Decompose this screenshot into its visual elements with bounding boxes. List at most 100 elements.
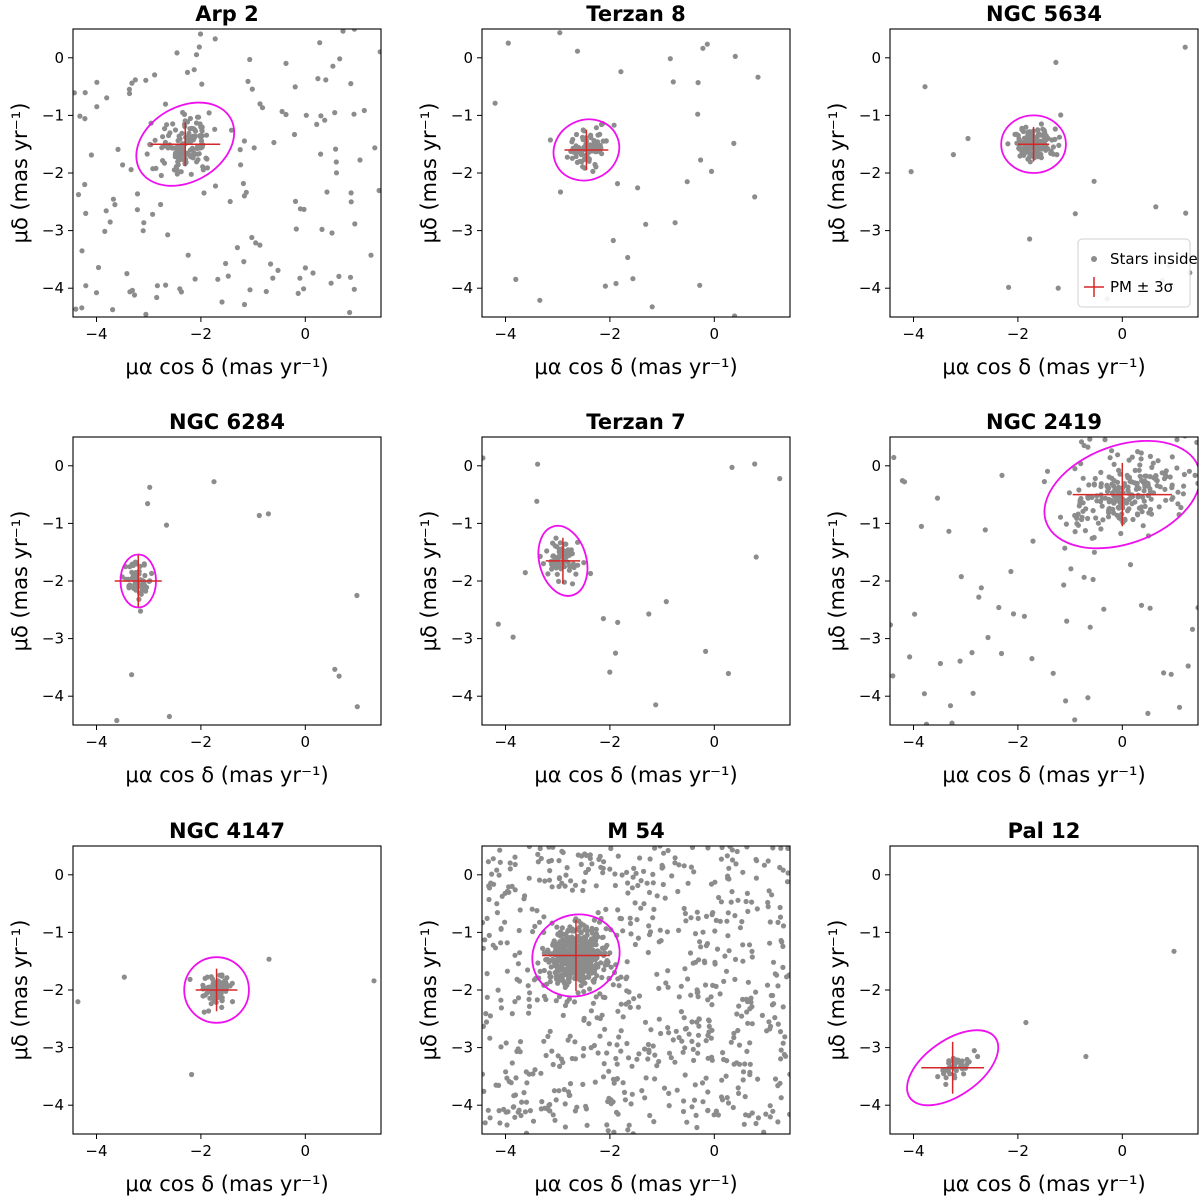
star-point	[588, 958, 595, 964]
star-point	[583, 852, 589, 859]
star-point	[541, 993, 548, 999]
star-point	[536, 919, 543, 925]
star-point	[73, 90, 77, 96]
star-point	[532, 923, 538, 930]
star-point	[780, 1040, 786, 1046]
star-point	[1112, 499, 1118, 505]
y-tick-label: −4	[42, 1096, 64, 1114]
legend-pm-label: PM ± 3σ	[1110, 278, 1174, 296]
star-point	[589, 144, 596, 150]
star-point	[1042, 129, 1048, 135]
star-point	[770, 1108, 776, 1114]
star-point	[644, 880, 650, 886]
star-point	[1091, 549, 1097, 555]
x-tick-label: −2	[190, 1142, 212, 1160]
star-point	[999, 472, 1005, 478]
star-point	[253, 240, 259, 246]
star-point	[77, 113, 83, 119]
y-tick-label: −4	[451, 279, 473, 297]
star-point	[684, 1119, 690, 1125]
selection-ellipse	[537, 524, 589, 597]
star-point	[781, 1051, 788, 1058]
star-point	[1121, 481, 1128, 487]
star-point	[212, 183, 219, 189]
star-point	[782, 1034, 788, 1040]
x-axis-label: μα cos δ (mas yr⁻¹)	[534, 1172, 737, 1196]
panel-terzan-8: −4 −2 0 0 −1 −2 −3 −4 Terzan 8 μα cos δ (mas yr⁻¹…	[417, 2, 791, 379]
star-point	[526, 875, 532, 881]
star-point	[552, 1117, 558, 1123]
y-axis-label: μδ (mas yr⁻¹)	[825, 920, 849, 1061]
star-point	[734, 1060, 740, 1066]
star-point	[627, 920, 634, 927]
star-point	[1006, 284, 1012, 290]
star-point	[661, 1085, 668, 1091]
star-point	[652, 1052, 658, 1058]
star-point	[95, 264, 102, 271]
star-point	[482, 1023, 486, 1029]
star-point	[512, 861, 518, 868]
star-point	[958, 574, 964, 580]
star-point	[633, 870, 639, 877]
selection-ellipse	[183, 956, 250, 1024]
star-point	[492, 100, 498, 106]
star-point	[547, 974, 553, 980]
star-point	[1174, 465, 1180, 471]
y-axis-label: μδ (mas yr⁻¹)	[8, 920, 32, 1061]
star-point	[136, 568, 142, 574]
star-point	[593, 926, 599, 933]
star-point	[765, 858, 771, 864]
star-point	[703, 648, 709, 655]
star-point	[245, 78, 251, 84]
star-point	[742, 1061, 748, 1067]
star-point	[553, 998, 559, 1004]
star-point	[646, 923, 652, 929]
star-point	[631, 865, 637, 872]
star-point	[303, 112, 309, 118]
star-point	[120, 162, 126, 168]
star-point	[1087, 624, 1093, 630]
y-tick-label: −4	[859, 279, 881, 297]
star-point	[918, 523, 925, 530]
star-point	[607, 669, 613, 675]
x-axis-label: μα cos δ (mas yr⁻¹)	[942, 1172, 1145, 1196]
star-point	[1082, 528, 1088, 534]
star-point	[333, 146, 339, 152]
star-point	[564, 154, 570, 160]
star-point	[1023, 124, 1029, 130]
star-point	[505, 40, 511, 46]
star-point	[636, 1051, 642, 1057]
star-point	[129, 672, 135, 678]
star-point	[357, 157, 363, 163]
star-point	[890, 673, 896, 679]
star-point	[1038, 121, 1044, 127]
star-point	[710, 910, 716, 916]
star-point	[523, 1130, 530, 1134]
star-point	[557, 1063, 563, 1069]
star-point	[532, 1067, 538, 1073]
star-point	[692, 959, 699, 965]
star-point	[743, 1112, 749, 1118]
star-point	[1023, 1019, 1029, 1026]
star-point	[484, 994, 490, 1000]
star-point	[616, 1034, 622, 1040]
star-point	[1150, 460, 1156, 466]
star-point	[554, 924, 560, 930]
star-point	[259, 105, 266, 111]
star-point	[181, 111, 188, 117]
star-point	[621, 1089, 628, 1095]
star-point	[535, 960, 541, 966]
star-point	[1129, 454, 1135, 460]
star-point	[749, 948, 755, 955]
x-tick-label: 0	[301, 1142, 311, 1160]
star-point	[486, 932, 492, 939]
star-point	[785, 846, 790, 851]
star-point	[1044, 468, 1051, 474]
star-point	[946, 1058, 952, 1064]
x-tick-label: −2	[599, 1142, 621, 1160]
star-point	[332, 110, 338, 116]
star-point	[154, 294, 160, 301]
star-point	[570, 961, 576, 968]
star-point	[689, 1019, 695, 1025]
star-point	[635, 882, 641, 889]
